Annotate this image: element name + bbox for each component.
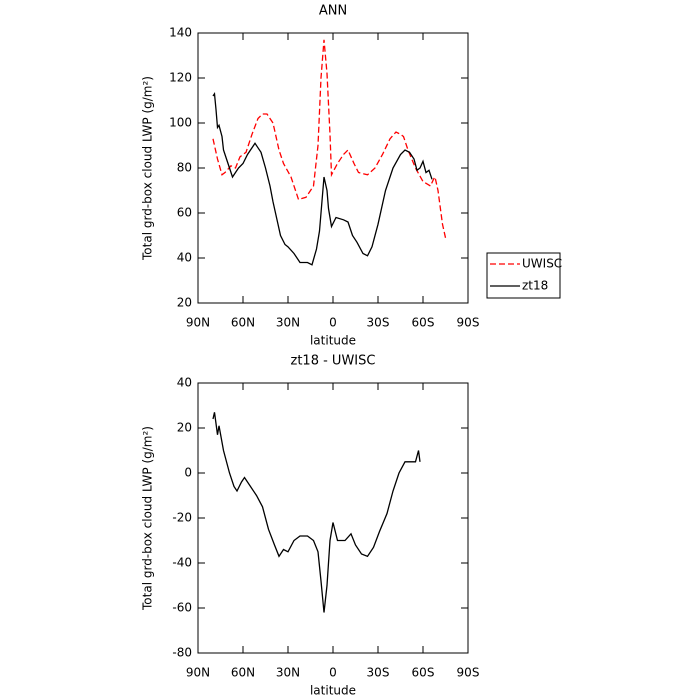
x-axis-label: latitude: [310, 684, 356, 698]
chart-title: ANN: [319, 4, 347, 19]
y-tick-label: 120: [169, 71, 192, 85]
x-tick-label: 90S: [457, 316, 480, 330]
x-tick-label: 60S: [412, 316, 435, 330]
chart-title: zt18 - UWISC: [291, 354, 376, 369]
x-tick-label: 30S: [367, 316, 390, 330]
y-tick-label: 40: [177, 251, 192, 265]
y-tick-label: -40: [172, 556, 192, 570]
data-line: [212, 91, 433, 266]
y-tick-label: -80: [172, 646, 192, 660]
plot-frame: [197, 382, 469, 654]
x-tick-label: 30S: [367, 666, 390, 680]
y-tick-label: -20: [172, 511, 192, 525]
data-line: [212, 412, 421, 613]
x-tick-label: 30N: [276, 666, 300, 680]
y-tick-label: 0: [184, 466, 192, 480]
x-tick-label: 0: [329, 666, 337, 680]
y-tick-label: 60: [177, 206, 192, 220]
x-tick-label: 0: [329, 316, 337, 330]
y-tick-label: -60: [172, 601, 192, 615]
x-tick-label: 60S: [412, 666, 435, 680]
legend-box: [486, 252, 561, 299]
x-tick-label: 60N: [231, 316, 255, 330]
y-tick-label: 20: [177, 421, 192, 435]
y-tick-label: 140: [169, 26, 192, 40]
y-axis-label: Total grd-box cloud LWP (g/m²): [141, 76, 155, 261]
legend-label: zt18: [522, 279, 548, 293]
y-tick-label: 20: [177, 296, 192, 310]
y-tick-label: 100: [169, 116, 192, 130]
x-tick-label: 30N: [276, 316, 300, 330]
legend-label: UWISC: [522, 257, 562, 271]
data-line: [212, 39, 447, 238]
x-tick-label: 90N: [186, 316, 210, 330]
x-tick-label: 90N: [186, 666, 210, 680]
y-tick-label: 40: [177, 376, 192, 390]
y-tick-label: 80: [177, 161, 192, 175]
y-axis-label: Total grd-box cloud LWP (g/m²): [141, 426, 155, 611]
x-tick-label: 60N: [231, 666, 255, 680]
x-axis-label: latitude: [310, 334, 356, 348]
x-tick-label: 90S: [457, 666, 480, 680]
